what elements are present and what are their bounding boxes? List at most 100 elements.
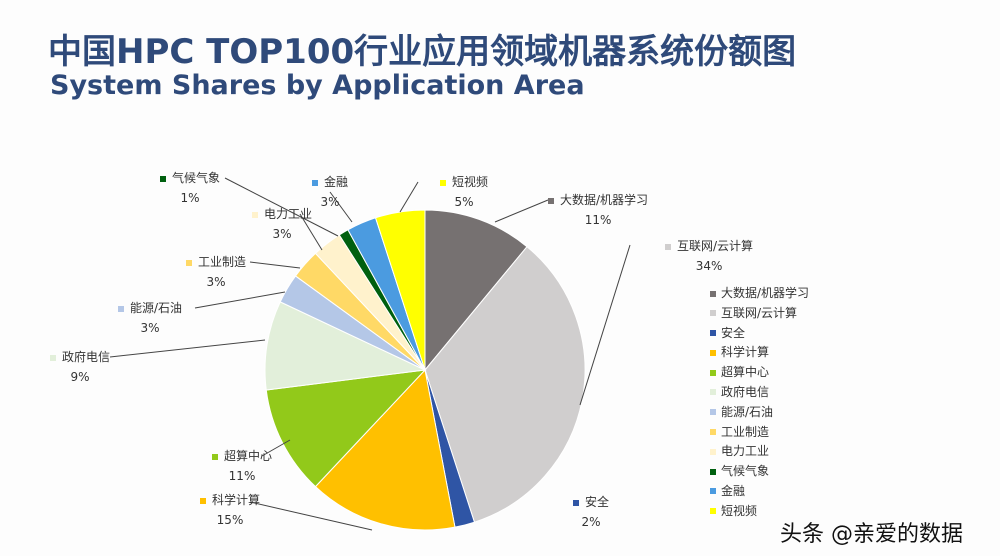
legend-swatch bbox=[710, 369, 716, 376]
legend-item: 超算中心 bbox=[710, 363, 809, 383]
legend-swatch bbox=[710, 448, 716, 455]
leader-line bbox=[194, 291, 286, 309]
legend-label: 政府电信 bbox=[721, 384, 770, 399]
legend-swatch bbox=[710, 290, 716, 297]
legend-item: 大数据/机器学习 bbox=[710, 284, 809, 304]
pie-slice-0 bbox=[424, 209, 528, 372]
data-label: 安全 2% bbox=[573, 492, 609, 532]
legend-item: 安全 bbox=[710, 324, 809, 344]
legend-label: 电力工业 bbox=[721, 444, 770, 459]
legend-swatch bbox=[440, 179, 446, 186]
legend-item: 能源/石油 bbox=[710, 403, 809, 423]
data-label-name: 大数据/机器学习 bbox=[560, 193, 649, 207]
legend-swatch bbox=[710, 310, 716, 317]
legend-swatch bbox=[710, 508, 716, 515]
leader-line bbox=[249, 501, 373, 531]
legend-swatch bbox=[665, 243, 671, 250]
legend-swatch bbox=[548, 197, 554, 204]
data-label-value: 11% bbox=[228, 469, 256, 483]
watermark: 头条 @亲爱的数据 bbox=[780, 522, 963, 547]
pie-slice-4 bbox=[265, 369, 427, 488]
legend-label: 互联网/云计算 bbox=[721, 305, 798, 320]
data-label-name: 政府电信 bbox=[62, 350, 111, 364]
pie-slice-11 bbox=[374, 209, 426, 371]
data-label-name: 金融 bbox=[324, 175, 349, 189]
legend-label: 金融 bbox=[721, 483, 746, 498]
legend-swatch bbox=[160, 175, 166, 182]
data-label-value: 15% bbox=[216, 513, 244, 527]
data-label-name: 互联网/云计算 bbox=[677, 239, 754, 253]
legend-swatch bbox=[710, 468, 716, 475]
legend-label: 工业制造 bbox=[721, 424, 770, 439]
data-label-value: 9% bbox=[70, 370, 90, 384]
legend-swatch bbox=[252, 211, 258, 218]
legend-item: 金融 bbox=[710, 482, 809, 502]
pie-slice-5 bbox=[264, 301, 427, 391]
legend-swatch bbox=[710, 349, 716, 356]
data-label: 互联网/云计算 34% bbox=[665, 236, 753, 276]
data-label-name: 能源/石油 bbox=[130, 301, 183, 315]
data-label: 电力工业 3% bbox=[252, 204, 312, 244]
legend-label: 安全 bbox=[721, 325, 746, 340]
legend-label: 超算中心 bbox=[721, 365, 770, 380]
pie-slice-3 bbox=[314, 368, 456, 531]
leader-line bbox=[224, 177, 339, 237]
legend-item: 科学计算 bbox=[710, 343, 809, 363]
leader-line bbox=[494, 199, 549, 223]
leader-line bbox=[399, 181, 419, 213]
data-label: 金融 3% bbox=[312, 172, 348, 212]
data-label-value: 3% bbox=[206, 275, 226, 289]
data-label: 超算中心 11% bbox=[212, 446, 272, 486]
data-label-value: 3% bbox=[320, 195, 340, 209]
legend-swatch bbox=[710, 330, 716, 337]
data-label-name: 短视频 bbox=[452, 175, 489, 189]
data-label-value: 3% bbox=[272, 227, 292, 241]
chart-subtitle: System Shares by Application Area bbox=[50, 70, 585, 101]
data-label-value: 1% bbox=[180, 191, 200, 205]
leader-line bbox=[261, 439, 291, 457]
legend-swatch bbox=[710, 389, 716, 396]
data-label: 政府电信 9% bbox=[50, 347, 110, 387]
leader-line bbox=[329, 191, 353, 223]
legend: 大数据/机器学习 互联网/云计算 安全科学计算超算中心政府电信能源/石油工业制造电力… bbox=[710, 284, 809, 522]
data-label: 能源/石油 3% bbox=[118, 298, 182, 338]
legend-item: 政府电信 bbox=[710, 383, 809, 403]
data-label-value: 2% bbox=[581, 515, 601, 529]
leader-line bbox=[109, 339, 266, 358]
legend-item: 电力工业 bbox=[710, 442, 809, 462]
legend-swatch bbox=[50, 354, 56, 361]
legend-swatch bbox=[118, 305, 124, 312]
chart-title: 中国HPC TOP100行业应用领域机器系统份额图 bbox=[48, 32, 797, 72]
data-label: 工业制造 3% bbox=[186, 252, 246, 292]
legend-swatch bbox=[186, 259, 192, 266]
legend-label: 科学计算 bbox=[721, 345, 770, 360]
legend-swatch bbox=[312, 179, 318, 186]
legend-swatch bbox=[710, 429, 716, 436]
legend-label: 大数据/机器学习 bbox=[721, 286, 810, 300]
legend-item: 工业制造 bbox=[710, 423, 809, 443]
data-label-name: 气候气象 bbox=[172, 171, 221, 185]
legend-item: 短视频 bbox=[710, 502, 809, 522]
data-label-value: 5% bbox=[454, 195, 474, 209]
data-label: 气候气象 1% bbox=[160, 168, 220, 208]
legend-swatch bbox=[710, 488, 716, 495]
legend-swatch bbox=[212, 453, 218, 460]
legend-item: 互联网/云计算 bbox=[710, 304, 809, 324]
data-label: 大数据/机器学习 11% bbox=[548, 190, 648, 230]
legend-label: 能源/石油 bbox=[721, 404, 774, 419]
data-label-name: 安全 bbox=[585, 495, 610, 509]
legend-item: 气候气象 bbox=[710, 462, 809, 482]
legend-label: 气候气象 bbox=[721, 464, 770, 479]
data-label-name: 科学计算 bbox=[212, 493, 261, 507]
data-label-name: 工业制造 bbox=[198, 255, 247, 269]
legend-swatch bbox=[200, 497, 206, 504]
legend-swatch bbox=[573, 499, 579, 506]
data-label-value: 34% bbox=[695, 259, 723, 273]
data-label-name: 超算中心 bbox=[224, 449, 273, 463]
leader-line bbox=[299, 213, 323, 251]
data-label-value: 11% bbox=[584, 213, 612, 227]
data-label-name: 电力工业 bbox=[264, 207, 313, 221]
legend-label: 短视频 bbox=[721, 503, 758, 518]
